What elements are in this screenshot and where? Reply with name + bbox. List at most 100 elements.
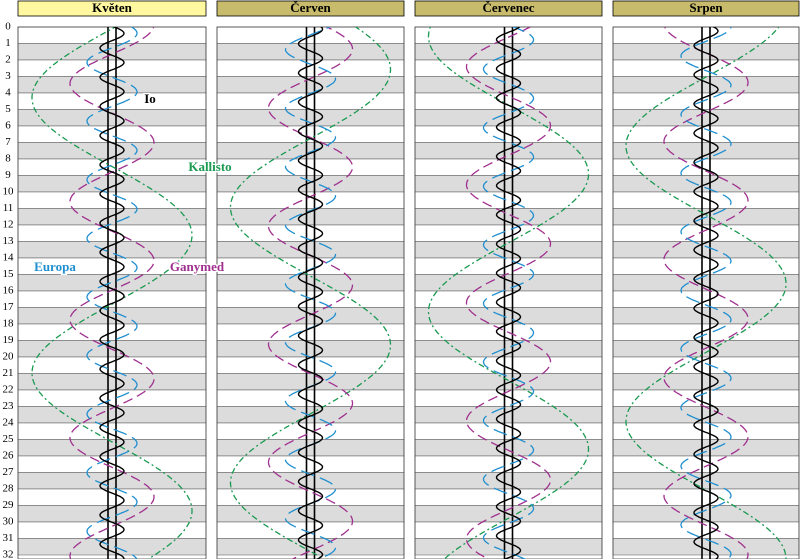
panel-title: Květen xyxy=(92,0,132,15)
panel xyxy=(216,26,405,559)
day-label: 15 xyxy=(3,268,15,280)
day-label: 24 xyxy=(3,417,15,429)
day-label: 32 xyxy=(3,549,14,559)
day-label: 16 xyxy=(3,285,15,297)
curves xyxy=(427,27,590,559)
day-band xyxy=(612,191,800,209)
day-band xyxy=(612,92,800,110)
day-band xyxy=(414,373,603,391)
day-label: 3 xyxy=(5,70,11,82)
day-band xyxy=(612,43,800,61)
day-band xyxy=(414,43,603,61)
day-band xyxy=(216,389,405,407)
day-band xyxy=(17,488,207,506)
panel-header xyxy=(414,0,603,17)
panel-title: Srpen xyxy=(689,0,723,15)
panel-frame xyxy=(216,26,405,559)
day-band xyxy=(17,175,207,193)
day-label: 19 xyxy=(3,334,15,346)
day-label: 10 xyxy=(3,186,15,198)
day-band xyxy=(216,175,405,193)
day-band xyxy=(216,455,405,473)
panel-header xyxy=(17,0,207,17)
day-band xyxy=(216,307,405,325)
day-band xyxy=(17,109,207,127)
day-band xyxy=(414,356,603,374)
moon-europa xyxy=(86,27,138,559)
day-band xyxy=(414,521,603,539)
panel-header xyxy=(216,0,405,17)
moon-label: Io xyxy=(144,91,156,106)
curves xyxy=(625,27,787,559)
day-label: 30 xyxy=(3,516,15,528)
day-band xyxy=(17,59,207,77)
day-label: 20 xyxy=(3,351,15,363)
panel-frame xyxy=(414,26,603,559)
day-label: 18 xyxy=(3,318,15,330)
panel xyxy=(612,26,800,559)
day-band xyxy=(17,290,207,308)
day-band xyxy=(612,406,800,424)
panel-title: Červenec xyxy=(483,0,535,15)
day-band xyxy=(17,422,207,440)
panel-title: Červen xyxy=(290,0,331,15)
moon-europa xyxy=(284,27,337,559)
day-band xyxy=(216,59,405,77)
day-label: 29 xyxy=(3,499,15,511)
day-band xyxy=(414,488,603,506)
day-label: 6 xyxy=(5,120,11,132)
day-label: 22 xyxy=(3,384,14,396)
day-label: 7 xyxy=(5,136,11,148)
moon-kallisto xyxy=(427,27,590,559)
day-band xyxy=(216,521,405,539)
day-band xyxy=(414,472,603,490)
moon-io xyxy=(495,27,522,559)
day-band xyxy=(612,142,800,160)
moon-europa xyxy=(680,27,732,559)
day-band xyxy=(216,125,405,143)
panel-frame xyxy=(17,26,207,559)
day-label: 4 xyxy=(5,87,11,99)
day-band xyxy=(414,290,603,308)
day-band xyxy=(216,274,405,292)
day-label: 2 xyxy=(5,54,11,66)
day-label: 26 xyxy=(3,450,15,462)
day-band xyxy=(414,241,603,259)
day-label: 0 xyxy=(5,21,11,33)
moon-label: Ganymed xyxy=(170,259,225,274)
day-band xyxy=(17,142,207,160)
day-label: 28 xyxy=(3,483,15,495)
day-band xyxy=(414,439,603,457)
day-band xyxy=(17,356,207,374)
moon-kallisto xyxy=(31,27,193,559)
day-band xyxy=(414,92,603,110)
day-band xyxy=(414,109,603,127)
day-label: 8 xyxy=(5,153,11,165)
day-band xyxy=(414,26,603,44)
day-band xyxy=(216,191,405,209)
day-band xyxy=(612,521,800,539)
day-band xyxy=(414,422,603,440)
panel-header xyxy=(612,0,800,17)
day-band xyxy=(612,455,800,473)
day-band xyxy=(414,224,603,242)
day-band xyxy=(17,158,207,176)
day-band xyxy=(414,274,603,292)
moon-kallisto xyxy=(625,27,787,559)
day-band xyxy=(612,373,800,391)
day-label: 27 xyxy=(3,466,15,478)
day-label: 12 xyxy=(3,219,14,231)
panel-frame xyxy=(612,26,800,559)
day-label: 1 xyxy=(5,37,11,49)
day-band xyxy=(17,241,207,259)
day-label: 14 xyxy=(3,252,15,264)
day-band xyxy=(414,538,603,556)
day-band xyxy=(414,406,603,424)
day-label: 9 xyxy=(5,169,11,181)
day-label: 23 xyxy=(3,400,15,412)
day-band xyxy=(17,224,207,242)
day-band xyxy=(216,373,405,391)
moon-ganymed xyxy=(69,27,155,559)
day-band xyxy=(17,472,207,490)
